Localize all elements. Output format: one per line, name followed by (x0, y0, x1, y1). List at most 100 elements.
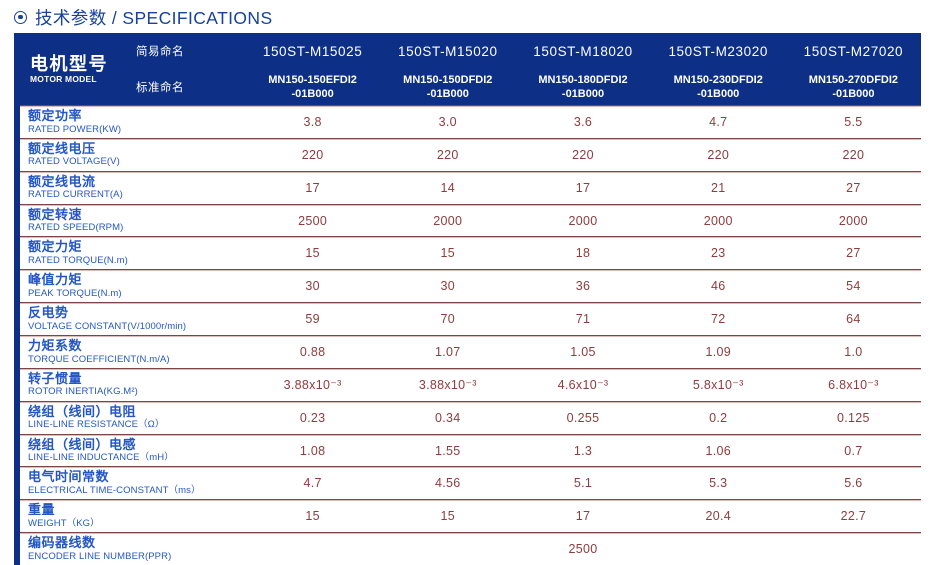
parameter-value: 15 (440, 246, 456, 261)
parameter-value: 0.7 (844, 443, 863, 458)
parameter-value: 3.88x10⁻³ (418, 378, 477, 393)
parameter-value: 36 (575, 279, 591, 294)
model-standard-name: MN150-230DFDI2 -01B000 (651, 69, 786, 105)
parameter-label-en: ENCODER LINE NUMBER(PPR) (28, 550, 172, 562)
parameter-label: 额定线电流 RATED CURRENT(A) (20, 172, 245, 204)
parameter-value: 5.1 (573, 476, 593, 491)
parameter-label-cn: 额定功率 (28, 107, 83, 123)
parameter-value: 23 (710, 246, 726, 261)
table-row: 额定功率 RATED POWER(KW) 3.8 3.0 3.6 4.7 5.5 (20, 105, 921, 138)
parameter-value: 2500 (298, 213, 328, 228)
parameter-label-en: TORQUE COEFFICIENT(N.m/A) (28, 353, 170, 365)
parameter-value: 220 (842, 147, 865, 162)
parameter-value: 14 (440, 180, 456, 195)
specifications-table: 电机型号 MOTOR MODEL 简易命名 标准命名 150ST-M15025 M… (14, 33, 921, 565)
parameter-value: 46 (710, 279, 726, 294)
table-left-accent-bar (14, 33, 20, 565)
parameter-label: 绕组（线间）电阻 LINE-LINE RESISTANCE（Ω） (20, 402, 245, 434)
table-row: 额定转速 RATED SPEED(RPM) 2500 2000 2000 2000 2000 (20, 203, 921, 237)
table-row: 电气时间常数 ELECTRICAL TIME-CONSTANT（ms） 4.7 4.5… (20, 466, 921, 499)
parameter-value: 1.09 (705, 344, 731, 359)
parameter-label-cn: 重量 (28, 502, 56, 518)
model-simple-name: 150ST-M15025 (262, 43, 363, 59)
table-row: 峰值力矩 PEAK TORQUE(N.m) 30 30 36 46 54 (20, 269, 921, 302)
parameter-value: 0.88 (299, 344, 326, 359)
parameter-label-cn: 编码器线数 (28, 535, 96, 551)
model-column-header: 150ST-M27020 MN150-270DFDI2 -01B000 (786, 33, 921, 105)
parameter-value: 5.8x10⁻³ (692, 378, 744, 393)
model-standard-name-line2: -01B000 (697, 88, 740, 100)
parameter-value: 0.125 (837, 410, 870, 425)
table-row: 额定线电流 RATED CURRENT(A) 17 14 17 21 27 (20, 170, 921, 204)
header-corner-cell: 电机型号 MOTOR MODEL 简易命名 标准命名 (14, 33, 245, 105)
table-header: 电机型号 MOTOR MODEL 简易命名 标准命名 150ST-M15025 M… (14, 33, 921, 105)
parameter-value: 17 (575, 509, 591, 524)
parameter-label-en: ELECTRICAL TIME-CONSTANT（ms） (28, 485, 201, 496)
parameter-value: 1.05 (570, 344, 596, 359)
parameter-label-en: RATED CURRENT(A) (28, 189, 123, 201)
parameter-value: 15 (305, 509, 320, 524)
parameter-value: 3.0 (438, 114, 457, 129)
page-title: 技术参数 / SPECIFICATIONS (0, 0, 944, 28)
motor-model-label-cn: 电机型号 (30, 53, 108, 74)
model-standard-name-line1: MN150-270DFDI2 (808, 73, 899, 86)
table-row: 力矩系数 TORQUE COEFFICIENT(N.m/A) 0.88 1.07 1.0… (20, 335, 921, 368)
model-column-header: 150ST-M15020 MN150-150DFDI2 -01B000 (380, 33, 515, 105)
table-body: 额定功率 RATED POWER(KW) 3.8 3.0 3.6 4.7 5.5 额定线电压 R… (20, 105, 921, 565)
parameter-label: 电气时间常数 ELECTRICAL TIME-CONSTANT（ms） (20, 467, 245, 499)
parameter-value: 15 (305, 246, 320, 261)
parameter-label-en: ROTOR INERTIA(KG.M²) (28, 386, 138, 398)
parameter-value: 220 (301, 147, 324, 162)
parameter-value: 27 (846, 180, 861, 195)
model-simple-name: 150ST-M27020 (803, 43, 904, 59)
simple-name-label: 简易命名 (136, 46, 184, 58)
parameter-label: 额定功率 RATED POWER(KW) (20, 106, 245, 138)
parameter-label: 绕组（线间）电感 LINE-LINE INDUCTANCE（mH） (20, 435, 245, 467)
parameter-value: 3.6 (573, 114, 593, 129)
parameter-value: 0.255 (566, 410, 600, 425)
table-row: 额定力矩 RATED TORQUE(N.m) 15 15 18 23 27 (20, 236, 921, 269)
parameter-label-en: RATED VOLTAGE(V) (28, 156, 120, 168)
parameter-label: 力矩系数 TORQUE COEFFICIENT(N.m/A) (20, 336, 245, 368)
parameter-label-cn: 转子惯量 (28, 370, 83, 386)
parameter-label: 额定力矩 RATED TORQUE(N.m) (20, 237, 245, 269)
model-column-header: 150ST-M15025 MN150-150EFDI2 -01B000 (245, 33, 380, 105)
parameter-value: 18 (575, 246, 591, 261)
parameter-value: 2000 (838, 213, 868, 228)
parameter-label: 转子惯量 ROTOR INERTIA(KG.M²) (20, 369, 245, 401)
model-standard-name-line1: MN150-150EFDI2 (268, 73, 357, 86)
model-standard-name-line2: -01B000 (426, 88, 469, 100)
parameter-value: 3.8 (303, 114, 322, 129)
model-simple-name: 150ST-M23020 (668, 43, 768, 59)
parameter-label-cn: 额定力矩 (28, 239, 83, 255)
parameter-value: 20.4 (705, 509, 731, 524)
parameter-value: 6.8x10⁻³ (828, 378, 879, 393)
parameter-value: 59 (305, 312, 320, 327)
parameter-value: 0.23 (299, 410, 326, 425)
table-row: 重量 WEIGHT（KG） 15 15 17 20.4 22.7 (20, 499, 921, 532)
model-simple-name: 150ST-M15020 (398, 43, 498, 59)
table-row: 额定线电压 RATED VOLTAGE(V) 220 220 220 220 220 (20, 137, 921, 171)
parameter-label: 额定转速 RATED SPEED(RPM) (20, 205, 245, 237)
parameter-value: 27 (846, 246, 861, 261)
model-column-header: 150ST-M18020 MN150-180DFDI2 -01B000 (515, 33, 650, 105)
name-type-labels: 简易命名 标准命名 (136, 33, 245, 105)
parameter-value: 220 (707, 147, 730, 162)
parameter-label-en: LINE-LINE INDUCTANCE（mH） (28, 452, 174, 464)
parameter-label-cn: 峰值力矩 (28, 272, 83, 288)
parameter-value: 1.55 (435, 443, 461, 458)
model-standard-name: MN150-150DFDI2 -01B000 (380, 69, 515, 105)
parameter-label-en: WEIGHT（KG） (28, 517, 100, 529)
motor-model-label-en: MOTOR MODEL (30, 74, 97, 85)
parameter-value: 71 (575, 312, 591, 327)
model-standard-name-line2: -01B000 (561, 88, 605, 100)
parameter-value: 5.6 (844, 476, 863, 491)
parameter-value: 4.7 (303, 476, 322, 491)
parameter-value: 5.5 (844, 114, 863, 129)
parameter-value: 15 (440, 509, 456, 524)
model-standard-name: MN150-180DFDI2 -01B000 (515, 69, 650, 105)
parameter-label: 编码器线数 ENCODER LINE NUMBER(PPR) (20, 533, 245, 565)
parameter-value: 2000 (568, 213, 598, 228)
model-standard-name-line2: -01B000 (832, 88, 875, 100)
